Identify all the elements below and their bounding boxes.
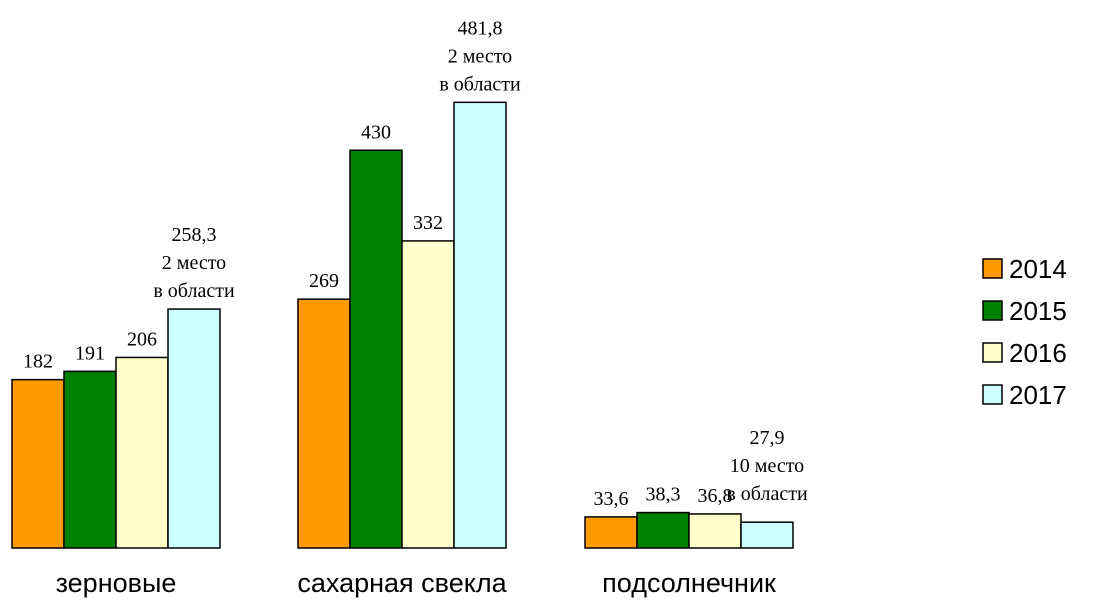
category-label-2: подсолнечник bbox=[602, 568, 776, 598]
legend-swatch-2017 bbox=[982, 384, 1003, 405]
bar-0-2 bbox=[115, 356, 169, 549]
category-label-0: зерновые bbox=[56, 568, 177, 598]
value-label-0-0: 182 bbox=[23, 351, 53, 373]
legend-label-2017: 2017 bbox=[1009, 380, 1067, 410]
value-label-0-3-note-1: 2 место bbox=[162, 252, 226, 274]
value-label-1-3: 481,8 bbox=[458, 17, 503, 39]
value-label-2-1: 38,3 bbox=[646, 484, 681, 506]
value-label-1-1: 430 bbox=[361, 121, 391, 143]
bar-2-1 bbox=[636, 511, 690, 549]
value-label-0-3: 258,3 bbox=[172, 224, 217, 246]
bar-1-2 bbox=[401, 240, 455, 549]
bar-0-0 bbox=[11, 378, 65, 549]
value-label-2-3: 27,9 bbox=[750, 427, 785, 449]
value-label-2-2: 36,8 bbox=[698, 485, 733, 507]
legend: 2014 2015 2016 2017 bbox=[982, 254, 1067, 410]
value-label-2-3-note-1: 10 место bbox=[730, 455, 804, 477]
category-labels-layer: зерновые сахарная свекла подсолнечник bbox=[56, 568, 776, 598]
bar-2-3 bbox=[740, 521, 794, 549]
value-label-2-3-note-2: в области bbox=[726, 483, 808, 505]
value-label-2-0: 33,6 bbox=[594, 488, 629, 510]
value-label-0-1: 191 bbox=[75, 342, 105, 364]
legend-label-2014: 2014 bbox=[1009, 254, 1067, 284]
value-label-0-2: 206 bbox=[127, 328, 157, 350]
legend-swatch-2015 bbox=[982, 300, 1003, 321]
legend-label-2016: 2016 bbox=[1009, 338, 1067, 368]
value-label-1-3-note-2: в области bbox=[439, 73, 521, 95]
bar-0-1 bbox=[63, 370, 117, 549]
value-label-1-3-note-1: 2 место bbox=[448, 45, 512, 67]
value-label-0-3-note-2: в области bbox=[153, 280, 235, 302]
bar-2-0 bbox=[584, 516, 638, 549]
legend-swatch-2014 bbox=[982, 258, 1003, 279]
bar-1-3 bbox=[453, 101, 507, 549]
bars-layer bbox=[11, 101, 794, 549]
bar-1-0 bbox=[297, 298, 351, 549]
bar-1-1 bbox=[349, 149, 403, 549]
bar-2-2 bbox=[688, 513, 742, 549]
category-label-1: сахарная свекла bbox=[297, 568, 507, 598]
value-label-1-2: 332 bbox=[413, 212, 443, 234]
value-labels-layer: 182 191 206 258,3 2 место в области 269 430 332 4… bbox=[23, 17, 808, 510]
value-label-1-0: 269 bbox=[309, 270, 339, 292]
legend-label-2015: 2015 bbox=[1009, 296, 1067, 326]
bar-0-3 bbox=[167, 308, 221, 549]
legend-swatch-2016 bbox=[982, 342, 1003, 363]
